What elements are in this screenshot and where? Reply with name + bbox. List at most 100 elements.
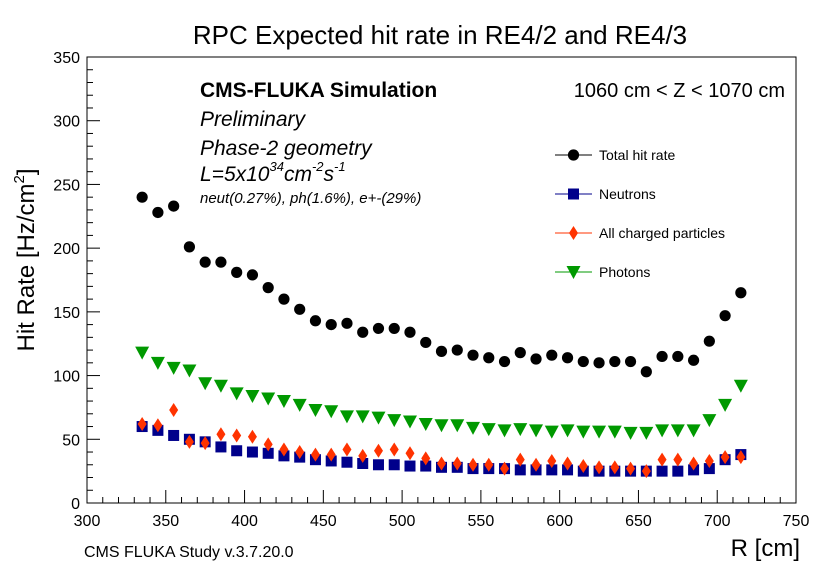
all-charged-particles-point: [610, 460, 620, 475]
neutrons-point: [372, 459, 384, 471]
total-hit-rate-point: [136, 191, 148, 203]
legend-marker: [569, 226, 578, 240]
total-hit-rate-point: [199, 256, 211, 268]
legend-item-photons: Photons: [555, 264, 650, 280]
y-tick-label: 350: [53, 50, 80, 67]
total-hit-rate-point: [656, 350, 668, 363]
total-hit-rate-point: [309, 315, 322, 327]
total-hit-rate-point: [640, 366, 652, 378]
all-charged-particles-point: [547, 453, 557, 468]
x-axis-label: R [cm]: [731, 535, 800, 562]
all-charged-particles-point: [295, 445, 305, 460]
z-range-label: 1060 cm < Z < 1070 cm: [574, 80, 785, 102]
series-all-charged-particles: [137, 402, 746, 479]
neutrons-point: [357, 457, 369, 469]
total-hit-rate-point: [703, 335, 715, 347]
neutrons-point: [703, 463, 715, 475]
legend-item-total-hit-rate: Total hit rate: [555, 147, 675, 163]
all-charged-particles-point: [405, 446, 415, 461]
all-charged-particles-point: [515, 452, 525, 467]
y-tick-label: 100: [53, 369, 80, 386]
x-tick-label: 350: [152, 513, 179, 530]
x-tick-label: 750: [783, 513, 810, 530]
y-axis-label-close: ]: [13, 168, 40, 175]
legend-marker: [568, 188, 579, 200]
y-axis-label-main: Hit Rate [Hz/cm: [13, 183, 40, 351]
y-tick-label: 50: [62, 432, 80, 449]
y-axis-label: Hit Rate [Hz/cm2]: [11, 168, 40, 351]
photons-point: [655, 424, 670, 438]
fractions-label: neut(0.27%), ph(1.6%), e+-(29%): [200, 190, 421, 207]
plot-frame: [86, 56, 797, 504]
all-charged-particles-point: [641, 464, 651, 479]
photons-point: [182, 364, 197, 378]
photons-point: [166, 361, 181, 375]
photons-point: [497, 424, 512, 438]
total-hit-rate-point: [719, 310, 731, 322]
neutrons-point: [388, 459, 400, 471]
photons-point: [434, 419, 449, 433]
plot-border: [86, 56, 797, 504]
legend-label: Total hit rate: [599, 147, 675, 163]
all-charged-particles-point: [736, 450, 746, 465]
all-charged-particles-point: [279, 442, 289, 457]
neutrons-point: [262, 447, 274, 459]
photons-point: [355, 410, 370, 424]
all-charged-particles-point: [689, 456, 699, 471]
lumi-s: s: [324, 163, 335, 186]
total-hit-rate-point: [372, 322, 385, 335]
total-hit-rate-point: [341, 317, 353, 329]
neutrons-point: [546, 464, 558, 476]
all-charged-particles-point: [200, 436, 210, 451]
data-points: [135, 191, 748, 479]
total-hit-rate-point: [735, 287, 747, 299]
lumi-prefix: L=5x10: [200, 163, 270, 186]
photons-point: [292, 398, 307, 412]
neutrons-point: [656, 465, 668, 477]
photons-point: [418, 417, 433, 431]
x-tick-label: 400: [231, 513, 258, 530]
neutrons-point: [246, 446, 258, 458]
neutrons-point: [672, 465, 684, 477]
photons-point: [308, 403, 323, 417]
all-charged-particles-point: [216, 427, 226, 442]
all-charged-particles-point: [169, 402, 179, 417]
total-hit-rate-point: [672, 350, 684, 363]
photons-point: [702, 414, 717, 428]
y-axis: 0 50 100 150 200 250 300 350: [53, 50, 100, 513]
series-photons: [135, 346, 748, 440]
total-hit-rate-point: [215, 256, 227, 268]
all-charged-particles-point: [153, 418, 163, 433]
y-tick-label: 300: [53, 114, 80, 131]
photons-point: [198, 377, 213, 391]
total-hit-rate-point: [609, 355, 621, 368]
all-charged-particles-point: [594, 460, 604, 475]
photons-point: [150, 356, 165, 370]
total-hit-rate-point: [593, 357, 605, 369]
x-tick-label: 650: [625, 513, 652, 530]
legend-item-all-charged-particles: All charged particles: [555, 225, 725, 241]
all-charged-particles-point: [500, 461, 510, 476]
legend-marker: [567, 149, 580, 161]
total-hit-rate-point: [388, 322, 400, 335]
geometry-label: Phase-2 geometry: [200, 137, 373, 160]
all-charged-particles-point: [626, 461, 636, 476]
all-charged-particles-point: [484, 457, 494, 472]
cms-label: CMS-FLUKA Simulation: [200, 79, 437, 102]
photons-point: [560, 424, 575, 438]
photons-point: [387, 414, 402, 428]
all-charged-particles-point: [184, 434, 194, 449]
all-charged-particles-point: [437, 456, 446, 471]
neutrons-point: [231, 445, 243, 457]
y-tick-label: 0: [71, 496, 80, 513]
footer-label: CMS FLUKA Study v.3.7.20.0: [84, 544, 294, 561]
all-charged-particles-point: [137, 416, 147, 431]
total-hit-rate-point: [183, 241, 196, 253]
y-tick-label: 250: [53, 177, 80, 194]
photons-point: [213, 379, 228, 393]
lumi-cm-exp: -2: [312, 159, 324, 174]
chart-title: RPC Expected hit rate in RE4/2 and RE4/3: [193, 20, 687, 50]
total-hit-rate-point: [687, 354, 700, 366]
photons-point: [229, 387, 244, 401]
legend-label: Photons: [599, 264, 650, 280]
